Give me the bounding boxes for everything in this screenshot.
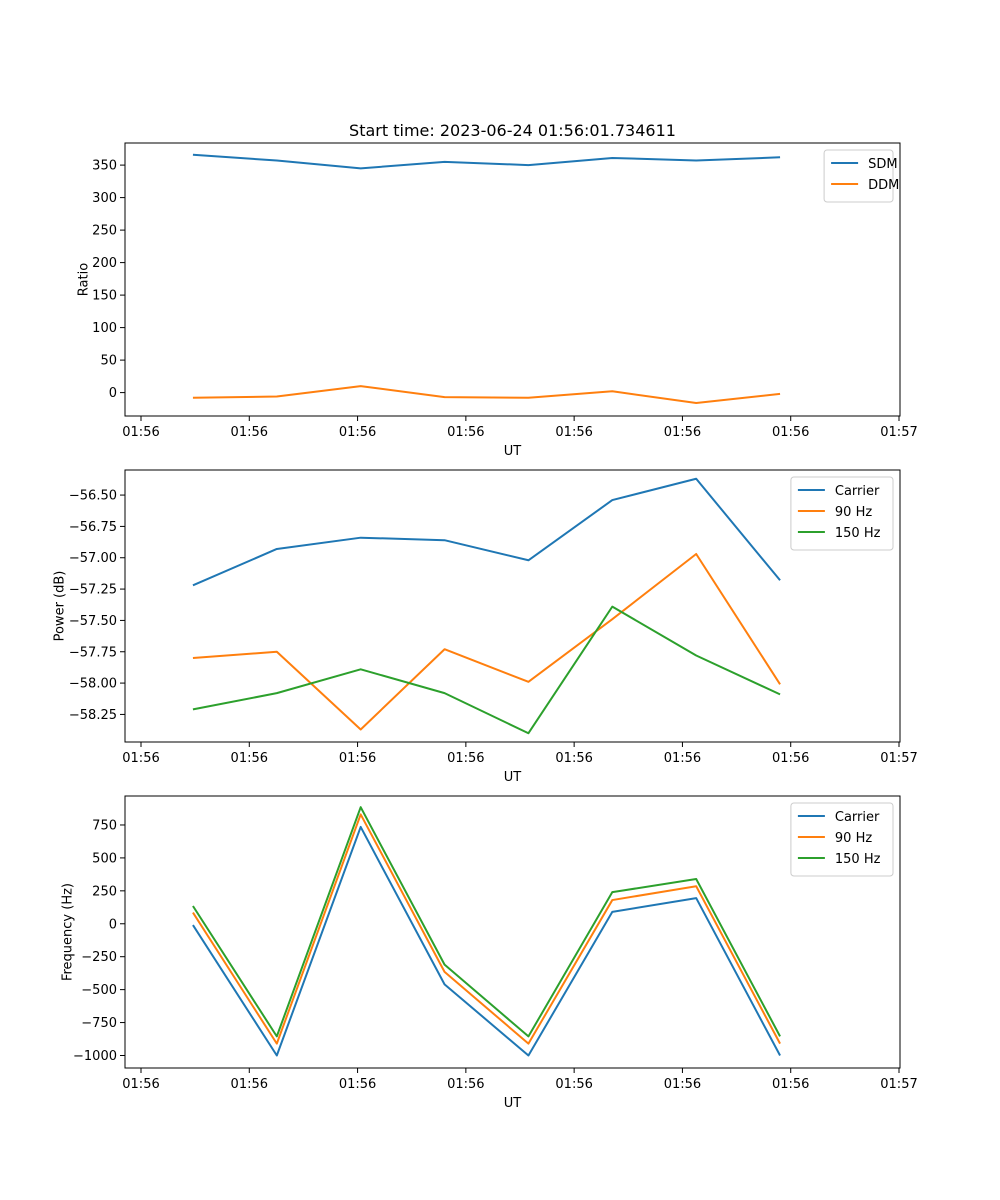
x-tick-label: 01:56 (555, 751, 592, 766)
series-line-90-hz (192, 813, 781, 1045)
legend: SDM DDM (823, 149, 899, 203)
y-tick-label: 350 (92, 159, 117, 174)
y-tick-label: 200 (92, 256, 117, 271)
y-axis-label: Ratio (76, 263, 91, 296)
series-line-sdm (192, 153, 781, 170)
x-tick-label: 01:56 (772, 751, 809, 766)
y-tick-label: 250 (92, 224, 117, 239)
y-axis-label: Frequency (Hz) (61, 883, 76, 981)
y-tick-label: −750 (81, 1016, 117, 1031)
axes-frame (124, 795, 901, 1069)
panels: 01:56 01:56 01:56 01:56 01:56 01:56 01:56 01:57… (53, 142, 918, 1111)
series-line-150-hz (192, 806, 781, 1038)
chart-panel-3: 01:56 01:56 01:56 01:56 01:56 01:56 01:56 01:57… (61, 795, 918, 1111)
legend-entry: Carrier (835, 810, 880, 825)
y-axis-label: Power (dB) (53, 571, 68, 642)
x-tick-label: 01:56 (772, 425, 809, 440)
series-line-carrier (192, 477, 781, 587)
legend-entry: DDM (868, 178, 899, 193)
x-tick-label: 01:57 (880, 751, 917, 766)
legend: Carrier 90 Hz 150 Hz (790, 802, 894, 877)
axes-frame (124, 469, 901, 743)
x-tick-label: 01:56 (339, 1077, 376, 1092)
legend-entry: 150 Hz (835, 526, 881, 541)
figure-title: Start time: 2023-06-24 01:56:01.734611 (349, 121, 676, 140)
x-tick-label: 01:56 (231, 1077, 268, 1092)
x-tick-label: 01:56 (339, 751, 376, 766)
y-tick-label: −57.00 (69, 551, 117, 566)
x-tick-label: 01:57 (880, 425, 917, 440)
x-tick-label: 01:56 (447, 1077, 484, 1092)
x-tick-label: 01:57 (880, 1077, 917, 1092)
chart-panel-2: 01:56 01:56 01:56 01:56 01:56 01:56 01:56 01:57… (53, 469, 918, 785)
series-line-ddm (192, 385, 781, 404)
legend-entry: 90 Hz (835, 831, 872, 846)
x-axis-label: UT (504, 444, 522, 459)
y-tick-label: 250 (92, 884, 117, 899)
legend-entry: 150 Hz (835, 852, 881, 867)
x-tick-label: 01:56 (339, 425, 376, 440)
x-tick-label: 01:56 (555, 1077, 592, 1092)
y-tick-label: −58.25 (69, 708, 117, 723)
legend-entry: 90 Hz (835, 505, 872, 520)
chart-panel-1: 01:56 01:56 01:56 01:56 01:56 01:56 01:56 01:57… (76, 142, 918, 459)
x-tick-label: 01:56 (772, 1077, 809, 1092)
y-tick-label: 100 (92, 321, 117, 336)
legend: Carrier 90 Hz 150 Hz (790, 476, 894, 551)
plot-area-3 (192, 806, 781, 1057)
x-tick-label: 01:56 (447, 751, 484, 766)
y-tick-label: −57.50 (69, 614, 117, 629)
x-tick-label: 01:56 (231, 425, 268, 440)
x-tick-label: 01:56 (447, 425, 484, 440)
y-tick-label: −250 (81, 950, 117, 965)
legend-entry: Carrier (835, 484, 880, 499)
x-tick-label: 01:56 (664, 425, 701, 440)
y-tick-label: 750 (92, 818, 117, 833)
y-tick-label: −57.75 (69, 645, 117, 660)
y-tick-label: 50 (100, 354, 117, 369)
y-tick-label: −1000 (73, 1049, 117, 1064)
x-tick-label: 01:56 (555, 425, 592, 440)
y-tick-label: −56.50 (69, 489, 117, 504)
series-line-90-hz (192, 552, 781, 731)
x-tick-label: 01:56 (231, 751, 268, 766)
x-tick-label: 01:56 (122, 1077, 159, 1092)
y-tick-label: 300 (92, 191, 117, 206)
x-axis-label: UT (504, 1096, 522, 1111)
plot-area-1 (192, 153, 781, 404)
x-tick-label: 01:56 (122, 425, 159, 440)
x-tick-label: 01:56 (664, 751, 701, 766)
y-tick-label: −57.25 (69, 583, 117, 598)
x-tick-label: 01:56 (122, 751, 159, 766)
y-tick-label: 0 (109, 386, 117, 401)
series-line-150-hz (192, 605, 781, 735)
y-tick-label: 0 (109, 917, 117, 932)
legend-entry: SDM (868, 157, 897, 172)
y-tick-label: −500 (81, 983, 117, 998)
y-tick-label: −58.00 (69, 677, 117, 692)
axes-frame (124, 142, 901, 417)
x-axis-label: UT (504, 770, 522, 785)
plot-area-2 (192, 477, 781, 735)
y-tick-label: −56.75 (69, 520, 117, 535)
series-line-carrier (192, 825, 781, 1057)
x-tick-label: 01:56 (664, 1077, 701, 1092)
y-tick-label: 150 (92, 289, 117, 304)
y-tick-label: 500 (92, 851, 117, 866)
